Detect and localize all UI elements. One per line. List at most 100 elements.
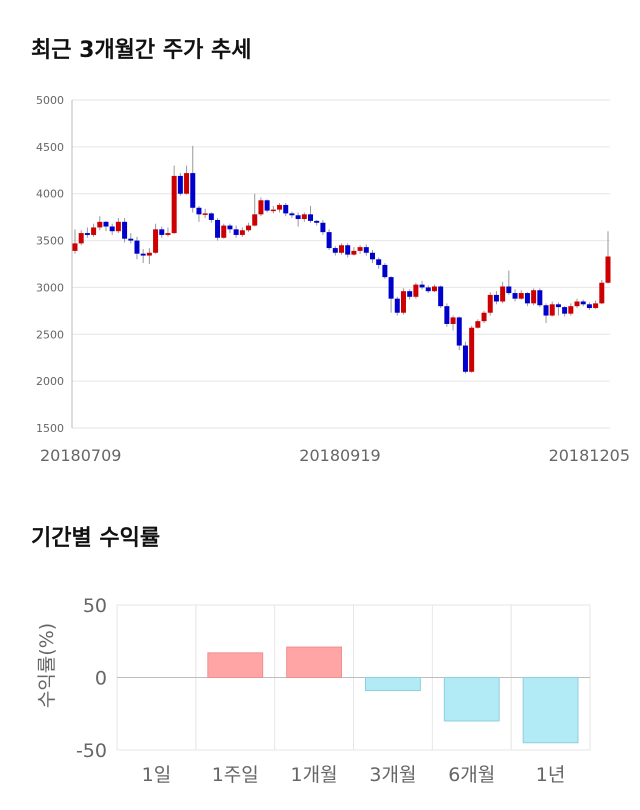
y-tick-label: 1500 — [36, 422, 64, 435]
candle-body — [363, 247, 369, 253]
candle-body — [456, 317, 462, 346]
bar — [522, 677, 579, 744]
candle-body — [549, 304, 555, 316]
candle-body — [134, 240, 140, 254]
candle-body — [246, 225, 252, 231]
candle-body — [301, 214, 307, 220]
candle-body — [233, 229, 239, 235]
candle-body — [555, 304, 561, 308]
candle-body — [115, 221, 121, 232]
candle-body — [196, 207, 202, 215]
candle-body — [425, 287, 431, 292]
y-tick-label: 50 — [83, 595, 107, 617]
candle-body — [308, 214, 314, 221]
candle-body — [493, 294, 499, 302]
x-tick-label: 1개월 — [291, 764, 338, 786]
bar — [365, 677, 421, 692]
y-tick-label: 4500 — [36, 141, 64, 154]
candle-body — [462, 345, 468, 372]
candle-body — [394, 298, 400, 313]
candle-body — [599, 282, 605, 304]
candle-body — [122, 221, 128, 239]
candle-body — [487, 294, 493, 313]
candle-body — [512, 293, 518, 299]
candle-body — [295, 215, 301, 220]
candle-body — [357, 247, 363, 251]
candle-body — [444, 306, 450, 324]
candle-body — [605, 256, 611, 283]
candle-body — [431, 286, 437, 292]
candle-body — [574, 301, 580, 307]
candle-body — [159, 229, 165, 235]
candle-body — [400, 291, 406, 313]
candle-body — [326, 232, 332, 249]
candle-body — [184, 173, 190, 194]
candle-body — [518, 293, 524, 299]
candle-body — [332, 248, 338, 253]
candle-body — [531, 290, 537, 304]
candle-body — [171, 175, 177, 234]
candle-body — [543, 305, 549, 316]
candle-body — [146, 252, 152, 256]
candle-body — [351, 250, 357, 255]
x-tick-label: 20180709 — [40, 446, 121, 465]
candle-body — [314, 220, 320, 223]
y-tick-label: 2000 — [36, 375, 64, 388]
x-tick-label: 1년 — [536, 764, 566, 786]
candle-body — [252, 214, 258, 226]
y-axis-label: 수익률(%) — [36, 623, 58, 708]
candle-body — [72, 243, 78, 251]
candle-body — [177, 175, 183, 194]
candle-body — [215, 219, 221, 238]
y-tick-label: 0 — [95, 668, 107, 690]
candle-body — [376, 259, 382, 265]
x-tick-label: 6개월 — [448, 764, 495, 786]
candle-body — [369, 252, 375, 260]
candle-body — [562, 307, 568, 314]
y-tick-label: 4000 — [36, 188, 64, 201]
candle-body — [84, 233, 90, 235]
candle-body — [277, 204, 283, 210]
candle-body — [258, 200, 264, 215]
candle-body — [140, 253, 146, 256]
candle-body — [78, 233, 84, 244]
candle-body — [407, 291, 413, 297]
x-tick-label: 3개월 — [369, 764, 416, 786]
y-tick-label: -50 — [76, 740, 107, 762]
y-tick-label: 3000 — [36, 281, 64, 294]
candle-body — [450, 317, 456, 324]
candle-body — [481, 312, 487, 322]
candle-body — [109, 226, 115, 232]
y-tick-label: 2500 — [36, 328, 64, 341]
bar — [286, 646, 342, 678]
x-tick-label: 20181205 — [549, 446, 630, 465]
x-tick-label: 20180919 — [299, 446, 380, 465]
candle-body — [524, 293, 530, 304]
candle-body — [165, 233, 171, 235]
candle-body — [103, 221, 109, 227]
candle-body — [438, 286, 444, 307]
y-tick-label: 5000 — [36, 94, 64, 107]
returns-bar-chart: -50 0 50 수익률(%) 1일 1주일 1개월 3개월 6개월 1년 — [36, 595, 591, 786]
candle-body — [91, 227, 97, 235]
candlestick-chart: 1500 2000 2500 3000 3500 4000 4500 5000 20180709… — [36, 94, 630, 465]
candle-body — [593, 303, 599, 309]
candle-body — [283, 204, 289, 214]
bar — [207, 652, 264, 678]
x-tick-label: 1일 — [142, 764, 172, 786]
candle-body — [153, 229, 159, 253]
candle-body — [227, 225, 233, 230]
candle-body — [289, 213, 295, 216]
y-tick-label: 3500 — [36, 235, 64, 248]
candle-body — [270, 209, 276, 212]
x-tick-label: 1주일 — [212, 764, 259, 786]
candle-body — [190, 173, 196, 208]
returns-chart-title: 기간별 수익률 — [31, 526, 161, 551]
candle-body — [320, 222, 326, 233]
candle-body — [500, 286, 506, 302]
candle-body — [382, 264, 388, 278]
candle-body — [128, 238, 134, 241]
candle-body — [586, 304, 592, 309]
candle-body — [239, 230, 245, 235]
candle-body — [388, 277, 394, 299]
